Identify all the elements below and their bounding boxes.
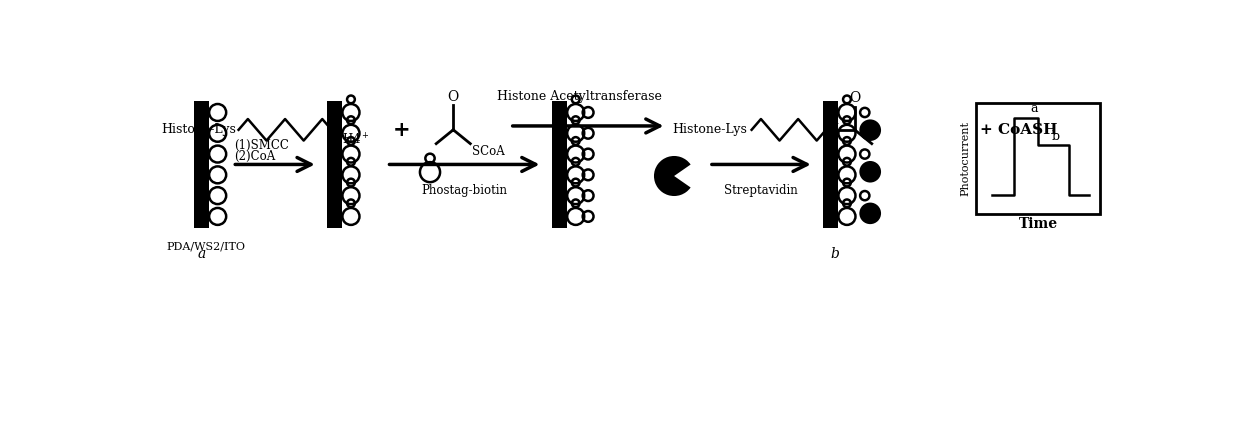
Text: b: b	[1052, 130, 1059, 143]
Wedge shape	[654, 156, 690, 196]
Text: NH4$^+$: NH4$^+$	[332, 132, 370, 147]
Text: SCoA: SCoA	[472, 145, 504, 158]
Text: (1)SMCC: (1)SMCC	[234, 139, 289, 152]
Bar	[193, 101, 209, 228]
Bar	[976, 103, 1100, 214]
Text: Time: Time	[1018, 217, 1058, 231]
Text: a: a	[1031, 102, 1038, 115]
Text: +: +	[393, 120, 410, 140]
Text: + CoASH: + CoASH	[980, 123, 1058, 137]
Text: (2)CoA: (2)CoA	[234, 150, 275, 163]
Bar	[551, 101, 567, 228]
Text: N: N	[826, 123, 839, 137]
Text: Histone-Lys: Histone-Lys	[673, 123, 747, 136]
Text: Phostag-biotin: Phostag-biotin	[421, 184, 508, 197]
Text: Streptavidin: Streptavidin	[725, 184, 798, 197]
Circle shape	[860, 202, 881, 224]
Text: O: O	[849, 91, 860, 105]
Text: O: O	[447, 90, 458, 103]
Text: PDA/WS2/ITO: PDA/WS2/ITO	[166, 242, 245, 251]
Text: b: b	[830, 247, 839, 261]
Text: a: a	[197, 247, 206, 261]
Text: Photocurrent: Photocurrent	[960, 121, 970, 196]
Circle shape	[860, 161, 881, 183]
Text: Histone-Lys: Histone-Lys	[161, 123, 235, 136]
Circle shape	[860, 119, 881, 141]
Text: Histone Acetyltransferase: Histone Acetyltransferase	[497, 90, 662, 103]
Bar	[327, 101, 342, 228]
Bar	[823, 101, 839, 228]
